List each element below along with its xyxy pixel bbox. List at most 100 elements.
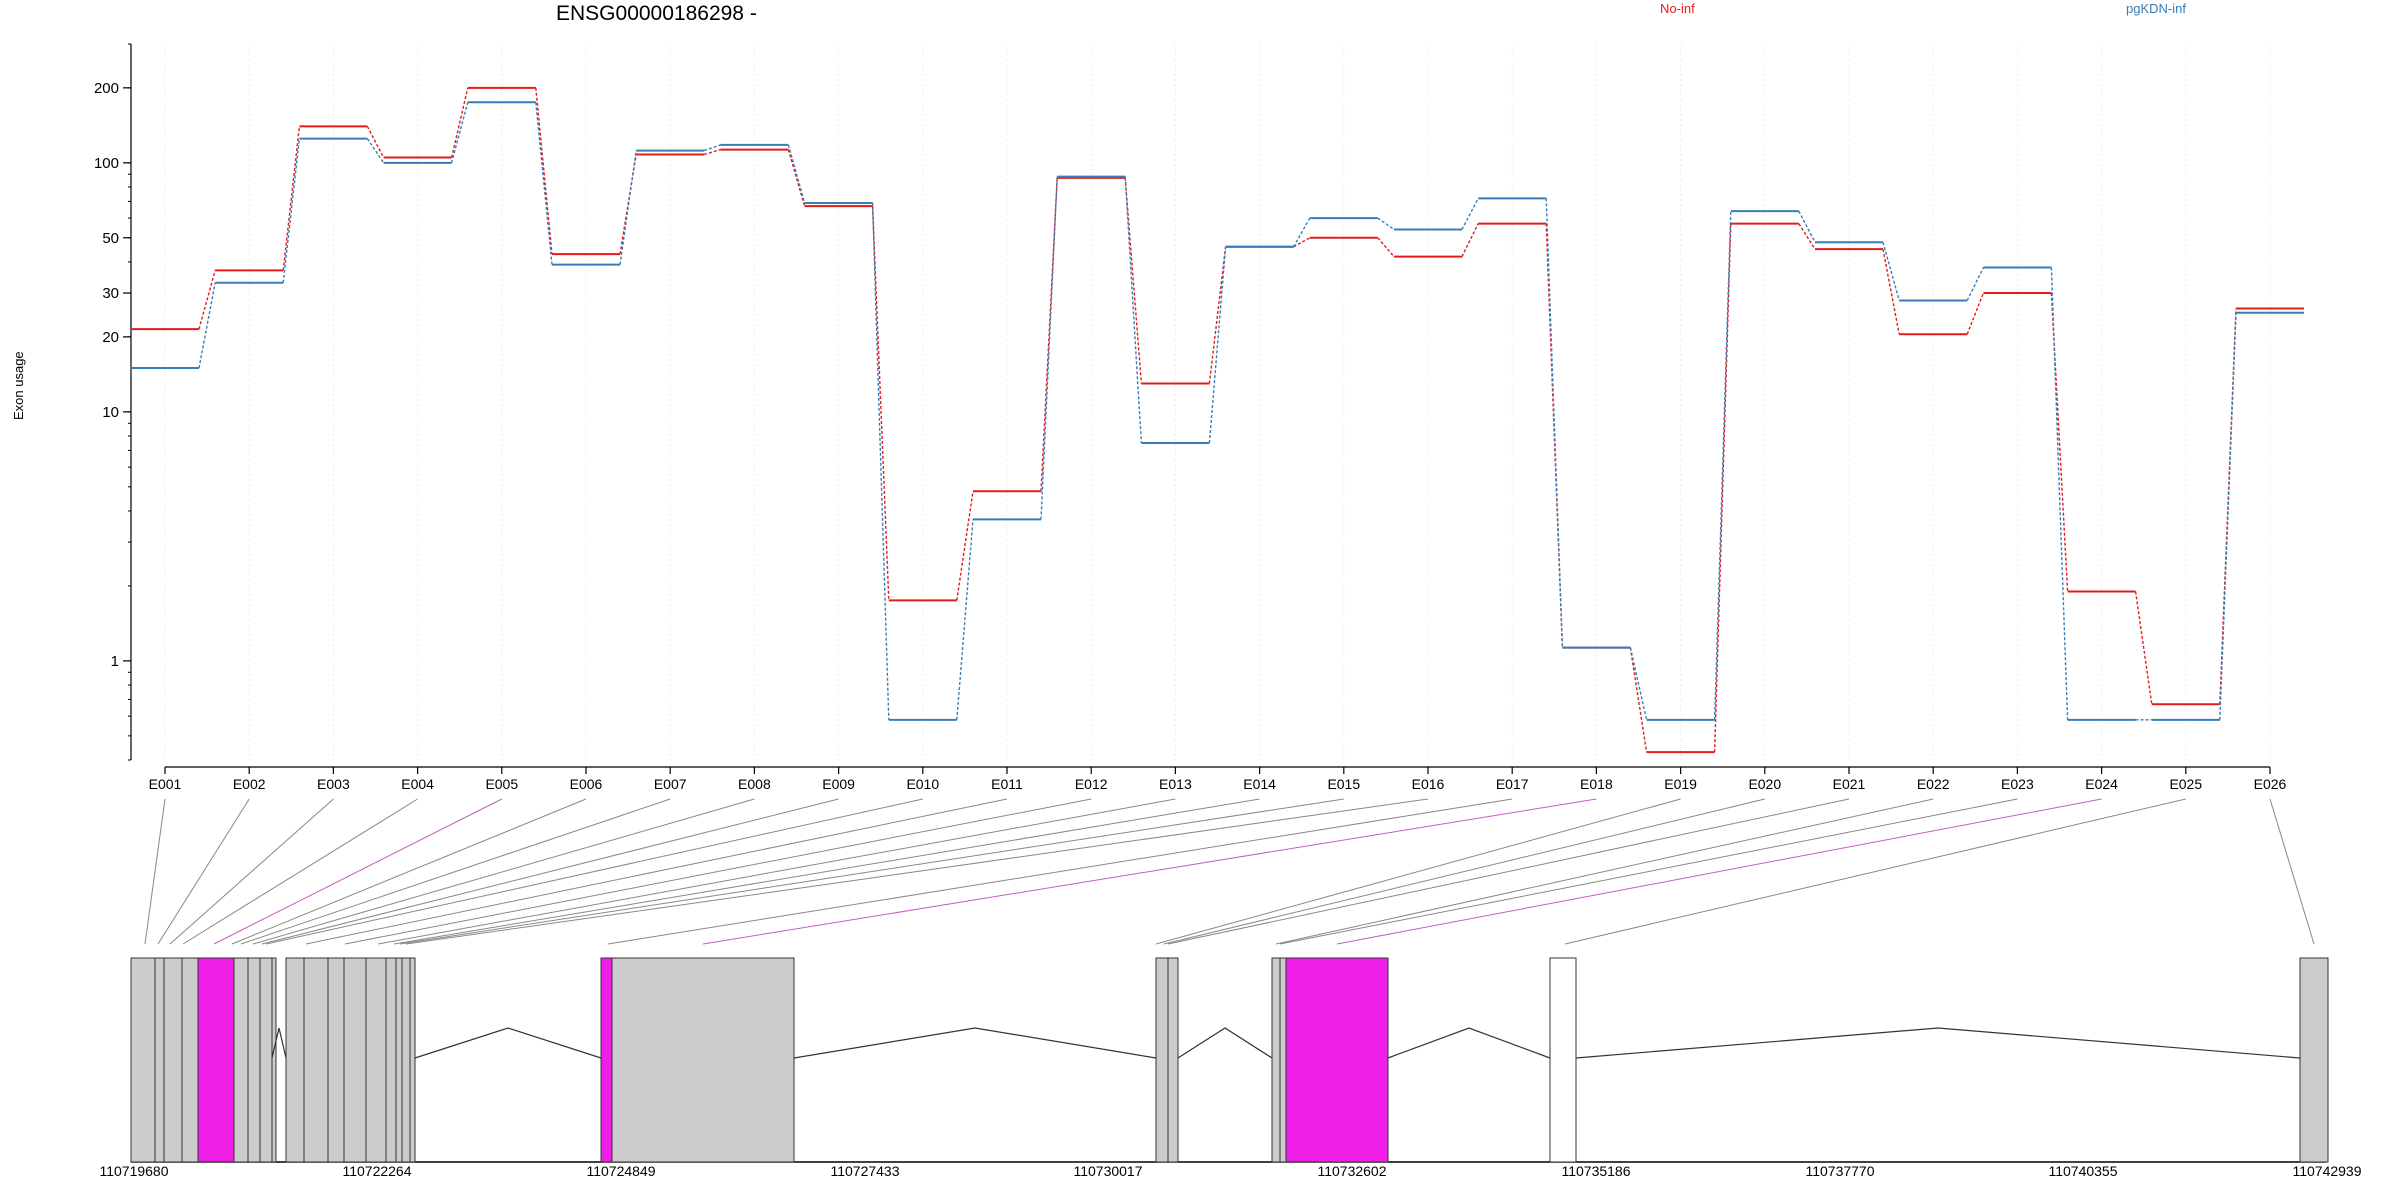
intron-line	[1177, 1027, 1273, 1059]
x-tick-label: E004	[401, 776, 434, 792]
series-0-connector	[1208, 246, 1227, 384]
x-tick-label: E015	[1327, 776, 1360, 792]
exon-box	[365, 957, 387, 1163]
series-1-connector	[2050, 267, 2069, 720]
exon-connector-line	[240, 798, 671, 945]
y-tick-label: 1	[111, 653, 119, 670]
x-tick-label: E021	[1833, 776, 1866, 792]
exon-box	[271, 957, 277, 1163]
intron-line	[1387, 1027, 1551, 1059]
series-0-connector	[1293, 237, 1311, 248]
x-tick-label: E010	[906, 776, 939, 792]
x-tick-label: E017	[1496, 776, 1529, 792]
series-1-connector	[871, 202, 890, 720]
exon-connector-line	[182, 798, 418, 945]
genomic-coordinate-label: 110740355	[2048, 1163, 2117, 1179]
exon-connector-line	[231, 798, 587, 945]
intron-line	[793, 1027, 1157, 1059]
exon-connector-line	[1336, 798, 2102, 945]
exon-connector-line	[1167, 798, 1850, 945]
exon-connector-line	[1275, 798, 1934, 945]
series-0-connector	[1124, 177, 1143, 384]
series-1-connector	[1461, 198, 1479, 230]
exon-connector-line	[393, 798, 1260, 945]
genomic-coordinate-label: 110737770	[1805, 1163, 1874, 1179]
series-0-connector	[366, 126, 385, 158]
exon-connector-line	[305, 798, 1008, 945]
series-1-connector	[282, 138, 301, 283]
series-1-connector	[1882, 242, 1900, 301]
legend-item-pgkdn-inf: pgKDN-inf	[2126, 1, 2186, 16]
x-tick-label: E002	[233, 776, 266, 792]
exon-connector-line	[405, 798, 1429, 945]
exon-box	[343, 957, 367, 1163]
exon-box	[327, 957, 345, 1163]
intron-line	[271, 1027, 287, 1059]
x-tick-label: E008	[738, 776, 771, 792]
y-tick-label: 30	[102, 285, 119, 302]
y-tick-label: 20	[102, 329, 119, 346]
x-tick-label: E003	[317, 776, 350, 792]
exon-box	[247, 957, 261, 1163]
exon-box	[154, 957, 165, 1163]
series-1-connector	[1545, 198, 1564, 648]
series-1-connector	[450, 102, 469, 164]
x-tick-label: E011	[991, 776, 1023, 792]
series-0-connector	[2134, 591, 2153, 705]
x-tick-label: E007	[654, 776, 687, 792]
series-1-connector	[1629, 647, 1648, 720]
exon-box	[2299, 957, 2329, 1163]
exon-box	[401, 957, 411, 1163]
exon-box	[409, 957, 416, 1163]
exon-connector-line	[261, 798, 839, 945]
series-1-connector	[1798, 210, 1816, 243]
y-tick-label: 100	[94, 155, 119, 172]
x-tick-label: E022	[1917, 776, 1950, 792]
x-tick-label: E006	[570, 776, 603, 792]
genomic-coordinate-label: 110727433	[830, 1163, 899, 1179]
exon-box	[197, 957, 235, 1163]
x-tick-label: E009	[822, 776, 855, 792]
series-1-connector	[1124, 176, 1143, 444]
x-tick-label: E014	[1243, 776, 1276, 792]
x-tick-label: E016	[1412, 776, 1445, 792]
genomic-coordinate-label: 110719680	[99, 1163, 168, 1179]
exon-box	[1155, 957, 1169, 1163]
series-1-connector	[198, 282, 216, 369]
series-1-connector	[619, 150, 637, 265]
exon-box	[163, 957, 183, 1163]
series-1-connector	[1040, 176, 1058, 520]
x-tick-label: E026	[2254, 776, 2287, 792]
series-0-connector	[535, 87, 553, 255]
series-0-connector	[1377, 237, 1395, 258]
exon-box	[130, 957, 156, 1163]
series-0-connector	[787, 149, 806, 207]
exon-box	[259, 957, 273, 1163]
exon-connector-line	[702, 798, 1597, 945]
exon-box	[1167, 957, 1179, 1163]
series-1-connector	[956, 519, 974, 720]
exon-connector-line	[377, 798, 1176, 945]
x-tick-label: E001	[149, 776, 182, 792]
series-0-connector	[1713, 223, 1732, 753]
exon-box	[385, 957, 397, 1163]
x-tick-label: E012	[1075, 776, 1108, 792]
exon-connector-line	[1279, 798, 2018, 945]
exon-connector-line	[1155, 798, 1681, 945]
exon-box	[303, 957, 329, 1163]
exon-box	[1285, 957, 1389, 1163]
exon-connector-line	[1163, 798, 1765, 945]
exon-connector-line	[144, 798, 166, 945]
exon-box	[1271, 957, 1281, 1163]
exon-connector-line	[344, 798, 1092, 945]
series-1-connector	[703, 144, 721, 152]
x-tick-label: E013	[1159, 776, 1192, 792]
genomic-coordinate-label: 110732602	[1317, 1163, 1386, 1179]
y-tick-label: 10	[102, 404, 119, 421]
series-1-connector	[1966, 267, 1985, 301]
series-0-connector	[1882, 249, 1900, 335]
series-1-connector	[787, 144, 806, 204]
intron-line	[1575, 1027, 2301, 1059]
x-tick-label: E024	[2085, 776, 2118, 792]
